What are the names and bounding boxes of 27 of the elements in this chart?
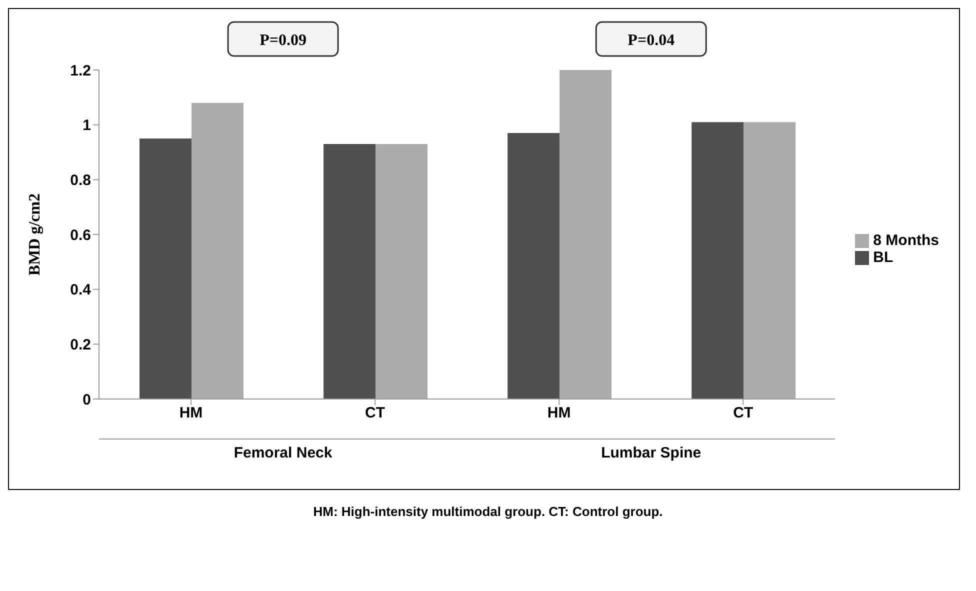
text: Lumbar Spine [601,444,702,462]
text: HM: High-intensity multimodal group. CT: Control group. [312,504,664,519]
bar [139,138,192,399]
bar [376,144,428,399]
y-tick-label: 0.6 [70,226,91,244]
x-tick-label: CT [365,404,386,422]
y-tick-label: 0.2 [70,336,91,354]
legend-label: BL [873,249,894,266]
bar [324,144,376,399]
y-tick-label: 0.4 [70,282,92,299]
x-tick-label: HM [547,404,571,422]
x-tick-label: CT [733,404,754,422]
y-tick-label: 1 [82,117,91,134]
bar [191,102,244,399]
text: P=0.04 [628,32,675,49]
y-tick-label: 1.2 [70,62,91,80]
y-tick-label: 0.8 [70,172,91,189]
legend-label: 8 Months [873,232,939,249]
y-axis-title: BMD g/cm2 [26,193,44,276]
bar [744,122,796,399]
bar [508,133,560,399]
text: P=0.09 [260,32,306,49]
text: Femoral Neck [234,444,333,462]
bar [560,70,612,399]
y-tick-label: 0 [82,391,91,408]
bar [692,122,744,399]
x-tick-label: HM [179,404,203,422]
